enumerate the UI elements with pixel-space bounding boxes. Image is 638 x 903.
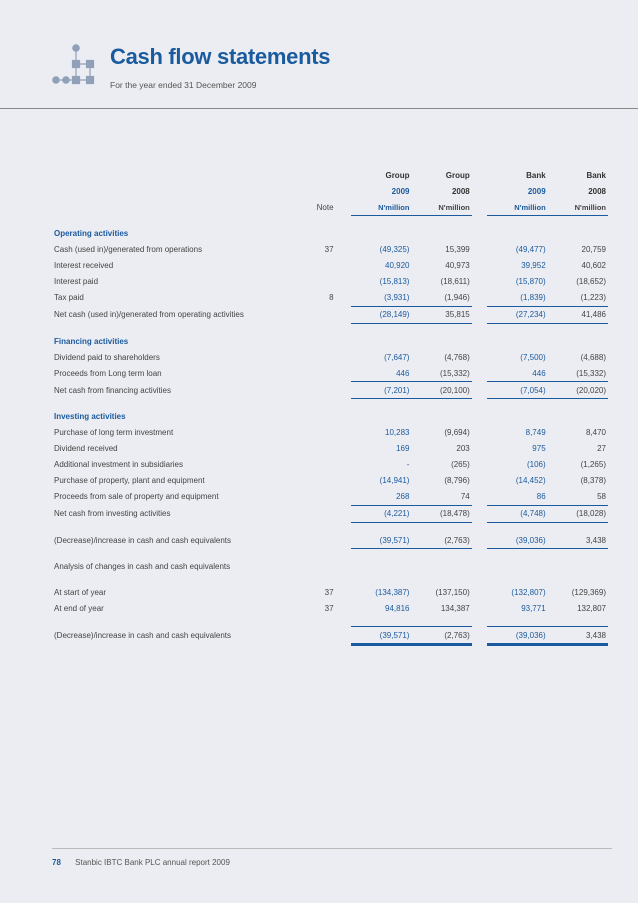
table-row: Dividend paid to shareholders(7,647)(4,7… bbox=[52, 349, 608, 365]
table-row: At start of year37(134,387)(137,150)(132… bbox=[52, 585, 608, 601]
table-row: Interest paid(15,813)(18,611)(15,870)(18… bbox=[52, 274, 608, 290]
table-row: At end of year3794,816134,38793,771132,8… bbox=[52, 601, 608, 617]
footer-text: Stanbic IBTC Bank PLC annual report 2009 bbox=[75, 858, 230, 867]
table-row: Purchase of property, plant and equipmen… bbox=[52, 473, 608, 489]
header: Cash flow statements For the year ended … bbox=[52, 44, 608, 90]
table-total-row: (Decrease)/increase in cash and cash equ… bbox=[52, 627, 608, 644]
cashflow-table: Group Group Bank Bank 2009 2008 2009 200… bbox=[52, 167, 608, 644]
section-investing: Investing activities bbox=[52, 409, 298, 425]
table-row: Interest received40,92040,97339,95240,60… bbox=[52, 258, 608, 274]
page: Cash flow statements For the year ended … bbox=[0, 0, 638, 644]
page-title: Cash flow statements bbox=[110, 44, 608, 70]
table-total-row: Net cash (used in)/generated from operat… bbox=[52, 306, 608, 323]
table-row: Purchase of long term investment10,283(9… bbox=[52, 425, 608, 441]
col-group-2: Group bbox=[411, 167, 471, 183]
network-icon bbox=[52, 44, 96, 90]
page-subtitle: For the year ended 31 December 2009 bbox=[110, 80, 608, 90]
table-row: (Decrease)/increase in cash and cash equ… bbox=[52, 532, 608, 549]
page-number: 78 bbox=[52, 858, 61, 867]
table-total-row: Net cash from investing activities(4,221… bbox=[52, 505, 608, 522]
table-row: Cash (used in)/generated from operations… bbox=[52, 242, 608, 258]
table-header-row: Group Group Bank Bank bbox=[52, 167, 608, 183]
col-group-1: Group bbox=[351, 167, 411, 183]
section-financing: Financing activities bbox=[52, 333, 298, 349]
table-row: Additional investment in subsidiaries-(2… bbox=[52, 457, 608, 473]
col-bank-1: Bank bbox=[487, 167, 547, 183]
table-row: Analysis of changes in cash and cash equ… bbox=[52, 559, 608, 575]
table-row: Proceeds from Long term loan446(15,332)4… bbox=[52, 365, 608, 382]
footer-divider bbox=[52, 848, 612, 849]
col-bank-2: Bank bbox=[548, 167, 608, 183]
divider bbox=[0, 108, 638, 109]
footer: 78 Stanbic IBTC Bank PLC annual report 2… bbox=[52, 858, 230, 867]
table-year-row: 2009 2008 2009 2008 bbox=[52, 183, 608, 199]
table-row: Proceeds from sale of property and equip… bbox=[52, 489, 608, 506]
section-operating: Operating activities bbox=[52, 226, 298, 242]
note-header: Note bbox=[298, 199, 336, 216]
table-total-row: Net cash from financing activities(7,201… bbox=[52, 382, 608, 399]
table-row: Dividend received16920397527 bbox=[52, 441, 608, 457]
table-row: Tax paid8(3,931)(1,946)(1,839)(1,223) bbox=[52, 290, 608, 307]
table-unit-row: Note N'million N'million N'million N'mil… bbox=[52, 199, 608, 216]
